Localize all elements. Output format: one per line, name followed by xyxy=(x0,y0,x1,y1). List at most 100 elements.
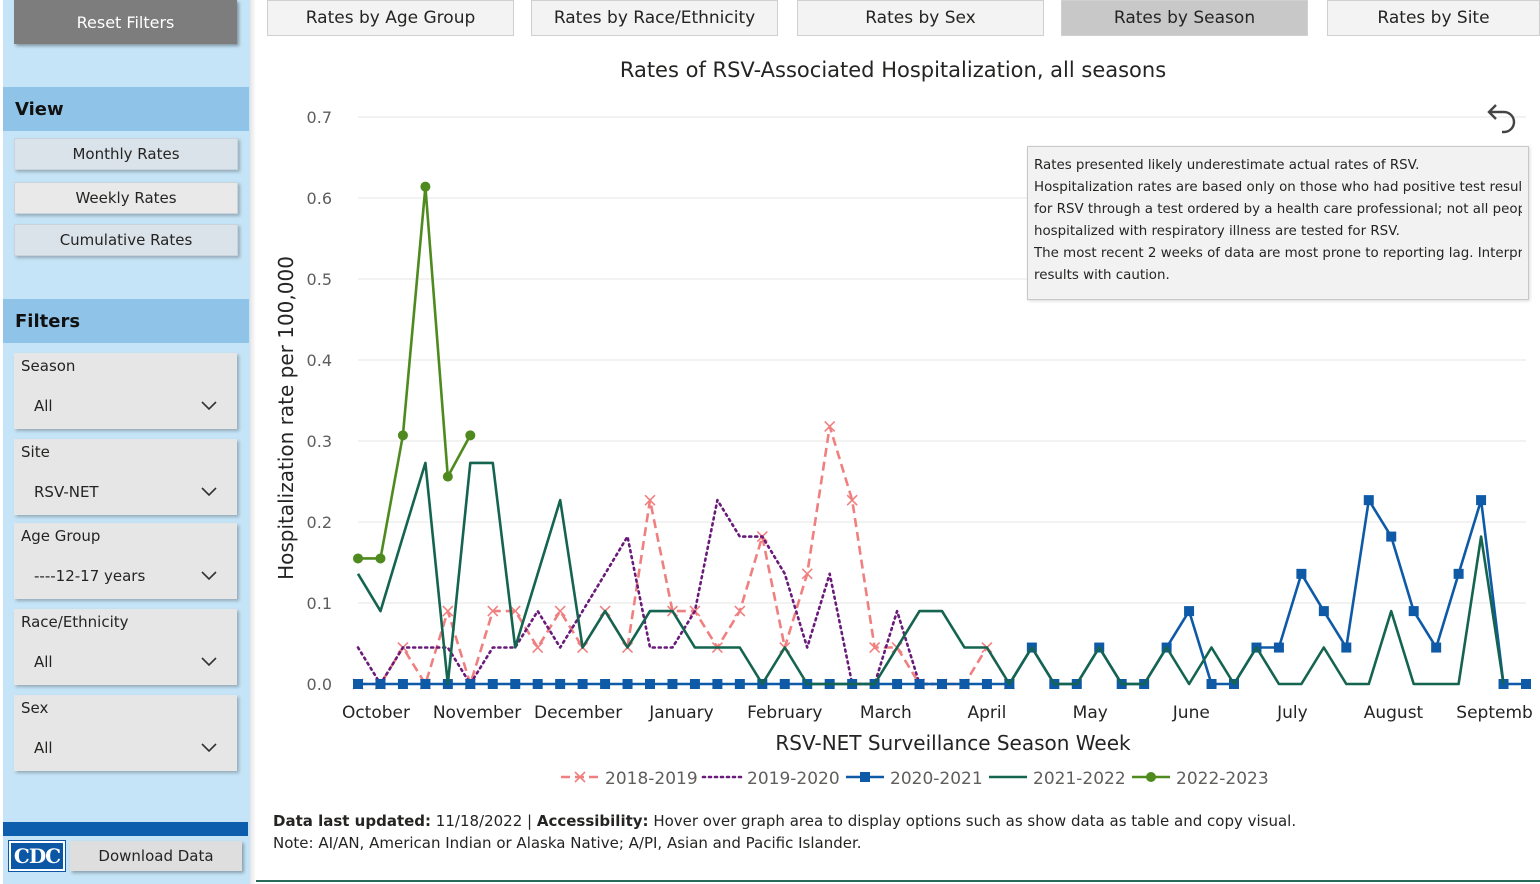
y-tick-label: 0.2 xyxy=(307,513,332,532)
tab-age-group[interactable]: Rates by Age Group xyxy=(267,0,514,36)
updated-value: 11/18/2022 | xyxy=(431,812,537,830)
data-point xyxy=(397,430,408,441)
data-point xyxy=(869,641,881,654)
data-point xyxy=(1146,772,1156,782)
data-point xyxy=(645,679,655,689)
legend-item: 2020-2021 xyxy=(846,769,983,789)
chart-legend: 2018-2019 2019-2020 2020-2021 2021-2022 2022… xyxy=(561,769,1269,789)
x-tick-label: May xyxy=(1073,703,1108,723)
data-point xyxy=(375,679,386,689)
download-data-button[interactable]: Download Data xyxy=(70,841,242,871)
chevron-down-icon[interactable] xyxy=(201,485,217,497)
series-2022-2023 xyxy=(353,181,476,564)
age-group-filter-label: Age Group xyxy=(21,527,101,545)
x-axis-label: RSV-NET Surveillance Season Week xyxy=(775,731,1131,755)
data-point xyxy=(465,679,476,689)
undo-icon[interactable] xyxy=(1478,100,1518,140)
tooltip-line: results with caution. xyxy=(1034,268,1170,283)
data-point xyxy=(846,494,858,506)
y-tick-label: 0.3 xyxy=(307,432,332,451)
cdc-logo-text: CDC xyxy=(13,844,61,868)
data-point xyxy=(860,772,870,782)
data-point xyxy=(442,471,453,482)
data-point xyxy=(981,679,992,689)
footer-note: Note: AI/AN, American Indian or Alaska N… xyxy=(273,834,862,852)
reset-filters-label: Reset Filters xyxy=(76,12,175,32)
data-point xyxy=(1363,495,1374,506)
cumulative-rates-button[interactable]: Cumulative Rates xyxy=(14,224,238,256)
data-point xyxy=(1318,606,1329,617)
data-point xyxy=(600,679,611,689)
sex-filter-label: Sex xyxy=(21,699,49,717)
data-point xyxy=(532,641,544,654)
data-point xyxy=(779,679,790,689)
line-chart[interactable]: 0.0 0.1 0.2 0.3 0.4 0.5 0.6 0.7 October November… xyxy=(256,90,1540,802)
data-point xyxy=(824,420,836,432)
y-tick-label: 0.0 xyxy=(307,675,332,694)
tab-season[interactable]: Rates by Season xyxy=(1061,0,1308,36)
data-point xyxy=(1341,642,1352,653)
reset-filters-button[interactable]: Reset Filters xyxy=(14,0,237,44)
data-point xyxy=(577,679,588,689)
series-2019-2020 xyxy=(356,498,944,686)
site-filter-label: Site xyxy=(21,443,50,461)
weekly-rates-button[interactable]: Weekly Rates xyxy=(14,182,238,214)
legend-item: 2019-2020 xyxy=(701,769,840,789)
data-point xyxy=(442,605,454,617)
age-group-filter[interactable]: Age Group ----12-17 years xyxy=(14,523,237,599)
data-point xyxy=(420,679,431,689)
tab-sex[interactable]: Rates by Sex xyxy=(797,0,1044,36)
season-filter-value[interactable]: All xyxy=(34,397,53,415)
y-tick-label: 0.5 xyxy=(307,270,332,289)
chart-series[interactable] xyxy=(352,181,1531,690)
view-heading: View xyxy=(3,87,249,131)
age-group-filter-value[interactable]: ----12-17 years xyxy=(34,567,146,585)
chevron-down-icon[interactable] xyxy=(201,569,217,581)
chevron-down-icon[interactable] xyxy=(201,655,217,667)
series-line xyxy=(356,461,1505,686)
data-point xyxy=(1184,606,1195,617)
season-filter-label: Season xyxy=(21,357,76,375)
sex-filter[interactable]: Sex All xyxy=(14,695,237,771)
legend-item: 2021-2022 xyxy=(989,769,1126,789)
legend-label: 2022-2023 xyxy=(1176,769,1269,789)
chevron-down-icon[interactable] xyxy=(201,741,217,753)
updated-label: Data last updated: xyxy=(273,812,432,830)
site-filter[interactable]: Site RSV-NET xyxy=(14,439,237,515)
x-tick-label: March xyxy=(860,703,912,723)
filters-heading: Filters xyxy=(3,299,249,343)
data-point xyxy=(420,181,431,192)
tab-race-ethnicity[interactable]: Rates by Race/Ethnicity xyxy=(531,0,778,36)
x-tick-label: July xyxy=(1276,703,1308,723)
x-tick-label: November xyxy=(433,703,521,723)
footer-divider xyxy=(256,880,1540,882)
y-tick-label: 0.7 xyxy=(307,108,332,127)
data-point xyxy=(353,553,363,564)
weekly-rates-label: Weekly Rates xyxy=(75,189,177,207)
race-ethnicity-filter[interactable]: Race/Ethnicity All xyxy=(14,609,237,685)
site-filter-value[interactable]: RSV-NET xyxy=(34,483,99,501)
data-point xyxy=(574,771,586,783)
accessibility-label: Accessibility: xyxy=(536,812,649,830)
y-tick-label: 0.4 xyxy=(307,351,332,370)
race-ethnicity-filter-value[interactable]: All xyxy=(34,653,53,671)
data-point xyxy=(801,568,813,580)
season-filter[interactable]: Season All xyxy=(14,353,237,429)
data-point xyxy=(1206,679,1217,689)
y-tick-label: 0.1 xyxy=(307,594,332,613)
monthly-rates-button[interactable]: Monthly Rates xyxy=(14,138,238,170)
tab-season-label: Rates by Season xyxy=(1113,8,1256,28)
data-point xyxy=(1296,568,1307,579)
sex-filter-value[interactable]: All xyxy=(34,739,53,757)
data-point xyxy=(353,679,363,689)
chevron-down-icon[interactable] xyxy=(201,399,217,411)
x-tick-label: December xyxy=(534,703,622,723)
data-point xyxy=(1386,531,1397,542)
tab-site[interactable]: Rates by Site xyxy=(1327,0,1540,36)
data-point xyxy=(712,679,723,689)
y-axis-label: Hospitalization rate per 100,000 xyxy=(274,256,298,580)
data-point xyxy=(375,553,386,564)
data-point xyxy=(734,605,746,617)
x-tick-label: February xyxy=(747,703,822,723)
x-tick-label: April xyxy=(967,703,1006,723)
